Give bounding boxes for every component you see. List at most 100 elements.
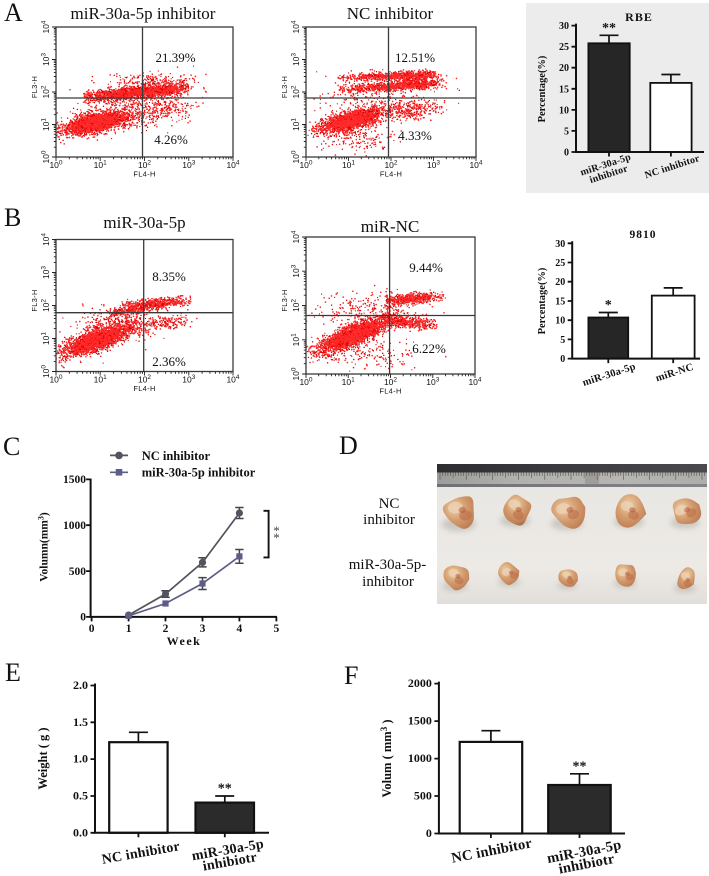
svg-text:Percentage(%): Percentage(%) — [537, 55, 548, 122]
svg-text:101: 101 — [291, 333, 302, 346]
svg-text:101: 101 — [94, 160, 107, 171]
svg-text:1500: 1500 — [408, 714, 432, 728]
svg-text:102: 102 — [41, 299, 52, 312]
svg-text:101: 101 — [41, 118, 52, 131]
svg-text:10: 10 — [555, 316, 565, 327]
svg-text:FL3-H: FL3-H — [280, 76, 289, 98]
svg-text:5: 5 — [560, 335, 565, 346]
svg-text:miR-30a-5p inhibitor: miR-30a-5p inhibitor — [71, 4, 216, 23]
svg-text:101: 101 — [342, 377, 355, 388]
svg-text:15: 15 — [555, 297, 565, 308]
svg-text:102: 102 — [41, 85, 52, 98]
svg-text:inhibitor: inhibitor — [363, 512, 415, 528]
svg-text:miR-30a-5p-: miR-30a-5p- — [349, 557, 426, 573]
svg-text:Weight ( g ): Weight ( g ) — [36, 727, 50, 789]
svg-text:9810: 9810 — [630, 229, 657, 241]
svg-text:4.26%: 4.26% — [154, 132, 188, 147]
svg-text:2: 2 — [163, 623, 169, 635]
svg-text:F: F — [344, 661, 358, 690]
svg-text:**: ** — [573, 759, 587, 774]
svg-text:101: 101 — [41, 332, 52, 345]
svg-text:21.39%: 21.39% — [155, 50, 195, 65]
svg-text:103: 103 — [182, 374, 195, 385]
svg-text:30: 30 — [555, 239, 565, 250]
svg-text:104: 104 — [41, 233, 52, 246]
svg-text:8.35%: 8.35% — [152, 269, 186, 284]
svg-text:2000: 2000 — [408, 676, 432, 690]
svg-text:101: 101 — [291, 118, 302, 131]
svg-text:104: 104 — [226, 160, 239, 171]
svg-text:FL3-H: FL3-H — [30, 289, 39, 311]
svg-text:102: 102 — [384, 160, 397, 171]
svg-text:4.33%: 4.33% — [398, 128, 432, 143]
svg-text:5: 5 — [274, 623, 280, 635]
svg-text:25: 25 — [555, 258, 565, 269]
svg-text:NC: NC — [379, 496, 400, 512]
svg-text:NC inhibitor: NC inhibitor — [142, 449, 211, 463]
svg-text:104: 104 — [469, 160, 482, 171]
svg-text:6.22%: 6.22% — [412, 341, 446, 356]
svg-text:FL4-H: FL4-H — [380, 170, 402, 179]
svg-text:9.44%: 9.44% — [409, 260, 443, 275]
svg-text:FL3-H: FL3-H — [30, 76, 39, 98]
svg-text:inhibitor: inhibitor — [362, 574, 414, 590]
svg-text:20: 20 — [555, 277, 565, 288]
svg-text:1000: 1000 — [63, 520, 86, 532]
svg-text:100: 100 — [299, 160, 312, 171]
svg-text:102: 102 — [291, 85, 302, 98]
svg-text:103: 103 — [41, 53, 52, 66]
svg-text:104: 104 — [291, 230, 302, 243]
svg-text:FL4-H: FL4-H — [379, 387, 401, 396]
svg-text:1: 1 — [126, 623, 132, 635]
svg-text:102: 102 — [138, 160, 151, 171]
svg-text:100: 100 — [49, 160, 62, 171]
svg-text:100: 100 — [291, 150, 302, 163]
svg-text:D: D — [339, 431, 358, 460]
svg-text:3: 3 — [200, 623, 206, 635]
svg-text:1000: 1000 — [408, 751, 432, 765]
svg-text:100: 100 — [41, 365, 52, 378]
svg-text:Volum ( mm3 ): Volum ( mm3 ) — [379, 719, 394, 797]
svg-text:*: * — [605, 298, 612, 313]
svg-text:E: E — [5, 658, 21, 687]
svg-text:0.0: 0.0 — [73, 825, 88, 839]
svg-text:miR-30a-5pinhibiotr: miR-30a-5pinhibiotr — [191, 837, 267, 876]
svg-text:C: C — [3, 432, 20, 461]
svg-text:103: 103 — [427, 160, 440, 171]
svg-text:A: A — [4, 0, 23, 27]
svg-text:12.51%: 12.51% — [395, 50, 435, 65]
svg-text:5: 5 — [564, 126, 569, 137]
svg-text:102: 102 — [384, 377, 397, 388]
svg-text:Percentage(%): Percentage(%) — [537, 267, 548, 334]
svg-text:*: * — [273, 530, 280, 545]
svg-text:0: 0 — [564, 148, 569, 159]
svg-text:100: 100 — [299, 377, 312, 388]
svg-text:103: 103 — [291, 53, 302, 66]
svg-text:0: 0 — [560, 354, 565, 365]
svg-text:101: 101 — [342, 160, 355, 171]
svg-text:miR-30a-5p: miR-30a-5p — [103, 213, 185, 232]
svg-text:2.36%: 2.36% — [152, 354, 186, 369]
svg-text:FL4-H: FL4-H — [133, 384, 155, 393]
svg-text:FL4-H: FL4-H — [133, 170, 155, 179]
svg-text:15: 15 — [559, 84, 569, 95]
svg-text:102: 102 — [291, 299, 302, 312]
svg-text:30: 30 — [559, 21, 569, 32]
svg-text:104: 104 — [41, 20, 52, 33]
svg-text:10: 10 — [559, 105, 569, 116]
svg-text:100: 100 — [41, 150, 52, 163]
svg-text:103: 103 — [291, 264, 302, 277]
svg-text:*: * — [273, 523, 280, 538]
svg-text:miR-30a-5p inhibitor: miR-30a-5p inhibitor — [142, 466, 256, 480]
svg-text:**: ** — [218, 782, 232, 797]
svg-text:104: 104 — [291, 20, 302, 33]
svg-text:RBE: RBE — [625, 10, 653, 24]
svg-text:Week: Week — [167, 634, 202, 648]
svg-text:104: 104 — [468, 377, 481, 388]
svg-text:2.0: 2.0 — [73, 678, 88, 692]
svg-text:4: 4 — [237, 623, 243, 635]
svg-text:103: 103 — [41, 266, 52, 279]
svg-text:102: 102 — [138, 374, 151, 385]
svg-text:0.5: 0.5 — [73, 789, 88, 803]
svg-text:20: 20 — [559, 63, 569, 74]
